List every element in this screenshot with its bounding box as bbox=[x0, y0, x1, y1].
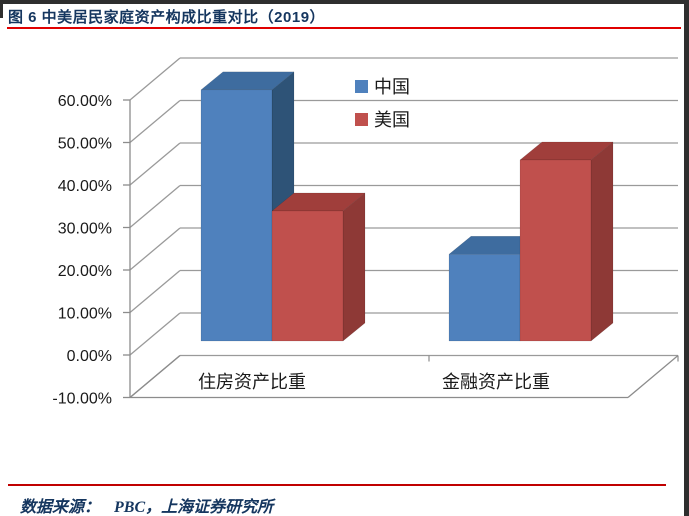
bar-s1-c1 bbox=[519, 159, 592, 342]
y-tick-label: 50.00% bbox=[58, 136, 112, 153]
wall-gridline bbox=[129, 227, 181, 271]
category-label-c0: 住房资产比重 bbox=[198, 372, 306, 392]
y-tick-label: 20.00% bbox=[58, 263, 112, 280]
source-label: 数据来源： bbox=[20, 499, 101, 516]
bar-s1-c0 bbox=[271, 210, 344, 342]
legend-label-s0: 中国 bbox=[374, 77, 410, 97]
footer-rule bbox=[8, 484, 666, 486]
source-value: PBC，上海证券研究所 bbox=[114, 499, 274, 516]
y-tick-label: 10.00% bbox=[58, 306, 112, 323]
page-edge-top bbox=[0, 0, 689, 4]
wall-gridline bbox=[129, 57, 181, 101]
bar-side-s1-c1 bbox=[590, 141, 614, 342]
category-label-c1: 金融资产比重 bbox=[442, 372, 550, 392]
legend-swatch-s0 bbox=[355, 80, 368, 93]
wall-gridline bbox=[129, 142, 181, 186]
legend-swatch-s1 bbox=[355, 113, 368, 126]
page-edge-left-corner bbox=[0, 0, 3, 18]
y-tick-label: -10.00% bbox=[52, 391, 112, 408]
y-tick-label: 30.00% bbox=[58, 221, 112, 238]
y-tick-label: 0.00% bbox=[67, 348, 112, 365]
legend-label-s1: 美国 bbox=[374, 110, 410, 130]
bar-side-s1-c0 bbox=[342, 192, 366, 342]
bar-s0-c0 bbox=[200, 89, 273, 342]
wall-gridline bbox=[129, 185, 181, 228]
y-tick-label: 60.00% bbox=[58, 93, 112, 110]
floor-right-edge bbox=[627, 355, 679, 398]
wall-gridline bbox=[129, 100, 181, 143]
y-tick-label: 40.00% bbox=[58, 178, 112, 195]
floor-left-edge bbox=[129, 355, 181, 398]
wall-gridline bbox=[129, 312, 181, 356]
title-rule bbox=[7, 27, 681, 29]
wall-gridline bbox=[129, 270, 181, 313]
source-line: 数据来源： PBC，上海证券研究所 bbox=[20, 493, 273, 516]
bar-s0-c1 bbox=[448, 254, 521, 342]
figure-title: 图 6 中美居民家庭资产构成比重对比（2019） bbox=[8, 9, 326, 26]
page-edge-right bbox=[684, 0, 689, 516]
